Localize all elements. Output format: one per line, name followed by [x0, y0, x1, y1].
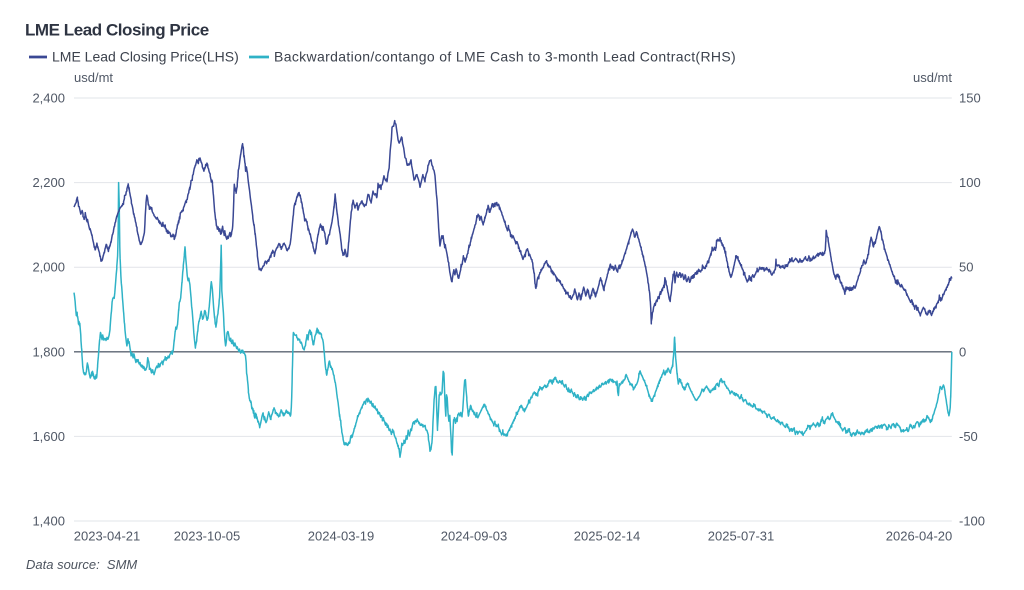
svg-text:2026-04-20: 2026-04-20 [886, 529, 953, 544]
svg-text:2,400: 2,400 [32, 91, 65, 106]
svg-text:1,400: 1,400 [32, 514, 65, 529]
svg-text:usd/mt: usd/mt [74, 70, 113, 85]
svg-text:LME Lead Closing Price(LHS): LME Lead Closing Price(LHS) [52, 49, 239, 65]
svg-text:150: 150 [959, 91, 981, 106]
svg-text:Backwardation/contango of LME: Backwardation/contango of LME Cash to 3-… [274, 49, 736, 65]
svg-text:2023-10-05: 2023-10-05 [174, 529, 241, 544]
svg-text:2025-02-14: 2025-02-14 [574, 529, 641, 544]
svg-text:0: 0 [959, 344, 966, 359]
svg-text:50: 50 [959, 260, 973, 275]
svg-text:2024-09-03: 2024-09-03 [441, 529, 508, 544]
svg-text:Data source: SMM: Data source: SMM [26, 557, 137, 572]
svg-text:1,600: 1,600 [32, 429, 65, 444]
svg-text:2025-07-31: 2025-07-31 [708, 529, 775, 544]
svg-text:100: 100 [959, 175, 981, 190]
svg-text:2024-03-19: 2024-03-19 [308, 529, 375, 544]
svg-text:2,000: 2,000 [32, 260, 65, 275]
svg-text:usd/mt: usd/mt [913, 70, 952, 85]
svg-text:2,200: 2,200 [32, 175, 65, 190]
svg-text:2023-04-21: 2023-04-21 [74, 529, 141, 544]
svg-text:LME Lead Closing Price: LME Lead Closing Price [25, 21, 209, 40]
svg-text:1,800: 1,800 [32, 344, 65, 359]
svg-text:-50: -50 [959, 429, 978, 444]
svg-text:-100: -100 [959, 514, 985, 529]
